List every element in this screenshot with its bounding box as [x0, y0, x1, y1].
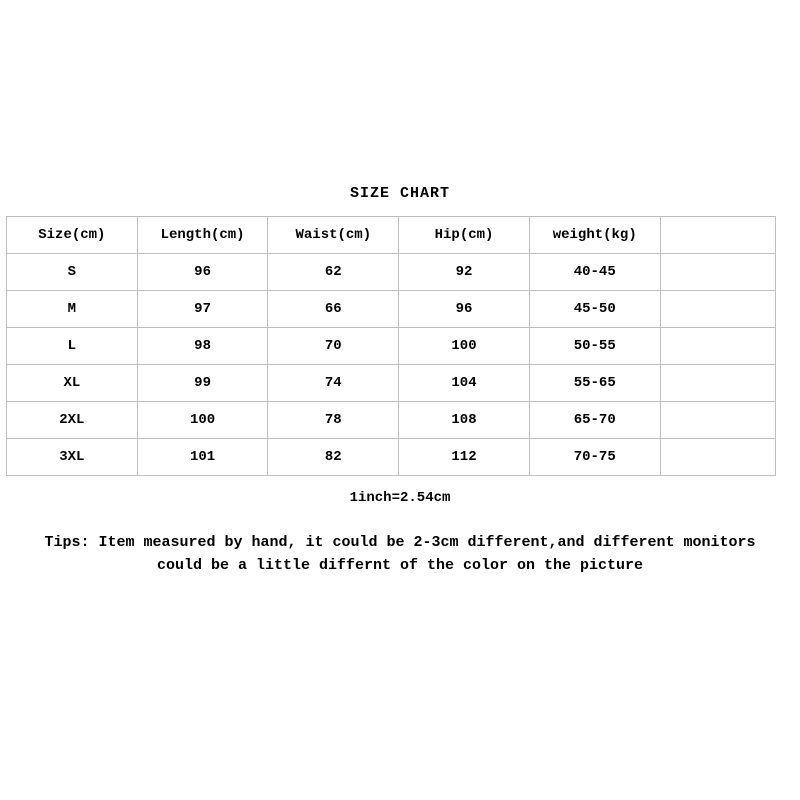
cell-empty — [660, 365, 775, 402]
size-chart-table: Size(cm) Length(cm) Waist(cm) Hip(cm) we… — [6, 216, 776, 476]
table-row: 2XL 100 78 108 65-70 — [7, 402, 776, 439]
cell-weight: 50-55 — [529, 328, 660, 365]
cell-length: 97 — [137, 291, 268, 328]
table-header-row: Size(cm) Length(cm) Waist(cm) Hip(cm) we… — [7, 217, 776, 254]
cell-waist: 62 — [268, 254, 399, 291]
table-row: S 96 62 92 40-45 — [7, 254, 776, 291]
cell-hip: 104 — [399, 365, 530, 402]
cell-size: 3XL — [7, 439, 138, 476]
tips-text: Tips: Item measured by hand, it could be… — [0, 532, 800, 577]
conversion-note: 1inch=2.54cm — [0, 490, 800, 506]
size-chart-container: SIZE CHART Size(cm) Length(cm) Waist(cm)… — [0, 0, 800, 577]
table-row: 3XL 101 82 112 70-75 — [7, 439, 776, 476]
cell-hip: 100 — [399, 328, 530, 365]
cell-weight: 70-75 — [529, 439, 660, 476]
col-size: Size(cm) — [7, 217, 138, 254]
cell-size: 2XL — [7, 402, 138, 439]
cell-length: 100 — [137, 402, 268, 439]
col-empty — [660, 217, 775, 254]
cell-size: S — [7, 254, 138, 291]
cell-empty — [660, 439, 775, 476]
cell-waist: 82 — [268, 439, 399, 476]
col-weight: weight(kg) — [529, 217, 660, 254]
cell-empty — [660, 402, 775, 439]
col-length: Length(cm) — [137, 217, 268, 254]
cell-hip: 108 — [399, 402, 530, 439]
table-row: L 98 70 100 50-55 — [7, 328, 776, 365]
cell-weight: 55-65 — [529, 365, 660, 402]
cell-hip: 96 — [399, 291, 530, 328]
table-body: S 96 62 92 40-45 M 97 66 96 45-50 L 98 7… — [7, 254, 776, 476]
cell-length: 96 — [137, 254, 268, 291]
cell-size: L — [7, 328, 138, 365]
cell-length: 101 — [137, 439, 268, 476]
cell-waist: 66 — [268, 291, 399, 328]
cell-size: XL — [7, 365, 138, 402]
table-header: Size(cm) Length(cm) Waist(cm) Hip(cm) we… — [7, 217, 776, 254]
col-hip: Hip(cm) — [399, 217, 530, 254]
cell-waist: 70 — [268, 328, 399, 365]
cell-hip: 112 — [399, 439, 530, 476]
cell-length: 99 — [137, 365, 268, 402]
cell-weight: 65-70 — [529, 402, 660, 439]
cell-weight: 45-50 — [529, 291, 660, 328]
col-waist: Waist(cm) — [268, 217, 399, 254]
cell-hip: 92 — [399, 254, 530, 291]
cell-empty — [660, 328, 775, 365]
cell-waist: 74 — [268, 365, 399, 402]
cell-weight: 40-45 — [529, 254, 660, 291]
cell-length: 98 — [137, 328, 268, 365]
table-row: XL 99 74 104 55-65 — [7, 365, 776, 402]
chart-title: SIZE CHART — [0, 185, 800, 202]
cell-empty — [660, 291, 775, 328]
table-row: M 97 66 96 45-50 — [7, 291, 776, 328]
cell-waist: 78 — [268, 402, 399, 439]
cell-empty — [660, 254, 775, 291]
cell-size: M — [7, 291, 138, 328]
